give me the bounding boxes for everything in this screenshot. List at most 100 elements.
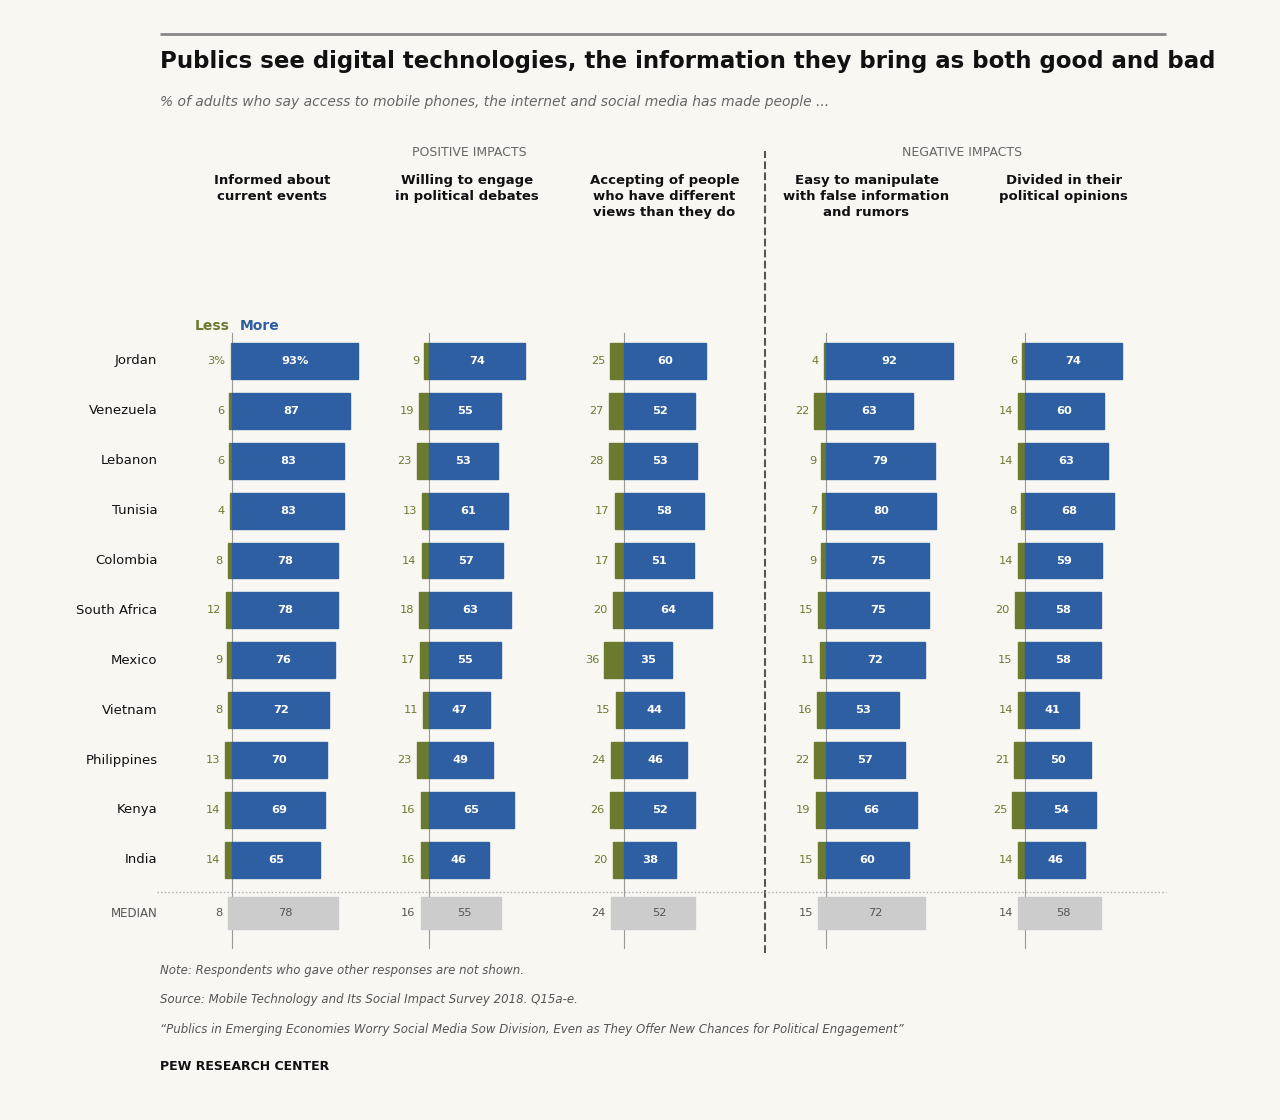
Bar: [623, 692, 685, 728]
Text: 69: 69: [271, 805, 287, 815]
Bar: [420, 592, 429, 628]
Text: 4: 4: [812, 356, 819, 366]
Bar: [623, 743, 687, 778]
Text: 55: 55: [457, 405, 472, 416]
Bar: [1025, 842, 1085, 878]
Bar: [1025, 792, 1096, 828]
Text: 9: 9: [809, 456, 817, 466]
Text: 63: 63: [861, 405, 877, 416]
Bar: [623, 643, 672, 679]
Bar: [1018, 442, 1025, 478]
Text: 28: 28: [589, 456, 603, 466]
Bar: [230, 343, 233, 379]
Text: NEGATIVE IMPACTS: NEGATIVE IMPACTS: [902, 146, 1023, 159]
Bar: [613, 592, 623, 628]
Text: 11: 11: [800, 655, 815, 665]
Bar: [233, 897, 338, 928]
Text: Informed about
current events: Informed about current events: [214, 174, 330, 203]
Text: 23: 23: [397, 755, 412, 765]
Text: 25: 25: [993, 805, 1007, 815]
Text: Divided in their
political opinions: Divided in their political opinions: [1000, 174, 1128, 203]
Bar: [233, 743, 326, 778]
Bar: [429, 542, 503, 578]
Text: 52: 52: [653, 908, 667, 918]
Bar: [814, 393, 826, 429]
Text: Easy to manipulate
with false information
and rumors: Easy to manipulate with false informatio…: [783, 174, 950, 218]
Text: 53: 53: [456, 456, 471, 466]
Text: 58: 58: [655, 505, 672, 515]
Text: 14: 14: [998, 706, 1012, 716]
Text: 7: 7: [810, 505, 817, 515]
Bar: [1025, 692, 1079, 728]
Text: 17: 17: [595, 505, 609, 515]
Text: 19: 19: [399, 405, 413, 416]
Text: Note: Respondents who gave other responses are not shown.: Note: Respondents who gave other respons…: [160, 964, 524, 978]
Text: 58: 58: [1055, 606, 1071, 615]
Bar: [225, 842, 233, 878]
Bar: [228, 643, 233, 679]
Text: 14: 14: [998, 556, 1012, 566]
Text: 49: 49: [453, 755, 468, 765]
Text: Philippines: Philippines: [86, 754, 157, 766]
Text: 47: 47: [452, 706, 467, 716]
Bar: [623, 592, 712, 628]
Text: 72: 72: [868, 655, 883, 665]
Bar: [613, 842, 623, 878]
Text: 75: 75: [870, 556, 886, 566]
Text: 8: 8: [215, 556, 223, 566]
Text: 60: 60: [657, 356, 673, 366]
Bar: [229, 393, 233, 429]
Bar: [429, 592, 511, 628]
Bar: [623, 897, 695, 928]
Bar: [429, 842, 489, 878]
Bar: [429, 897, 500, 928]
Bar: [614, 542, 623, 578]
Text: 14: 14: [998, 855, 1012, 865]
Bar: [422, 493, 429, 529]
Bar: [1021, 493, 1025, 529]
Text: 6: 6: [216, 405, 224, 416]
Text: 6: 6: [216, 456, 224, 466]
Bar: [609, 393, 623, 429]
Text: Kenya: Kenya: [116, 803, 157, 816]
Bar: [1018, 643, 1025, 679]
Text: 60: 60: [1056, 405, 1073, 416]
Text: 46: 46: [1047, 855, 1064, 865]
Bar: [822, 442, 826, 478]
Text: Willing to engage
in political debates: Willing to engage in political debates: [396, 174, 539, 203]
Bar: [1014, 743, 1025, 778]
Text: 9: 9: [412, 356, 419, 366]
Bar: [826, 692, 899, 728]
Bar: [818, 692, 826, 728]
Bar: [233, 393, 349, 429]
Text: 14: 14: [205, 805, 220, 815]
Text: 83: 83: [280, 505, 296, 515]
Bar: [429, 643, 500, 679]
Bar: [233, 842, 320, 878]
Bar: [616, 692, 623, 728]
Text: 53: 53: [855, 706, 870, 716]
Text: 78: 78: [278, 908, 292, 918]
Bar: [815, 792, 826, 828]
Text: 46: 46: [648, 755, 663, 765]
Text: 76: 76: [275, 655, 292, 665]
Bar: [229, 442, 233, 478]
Text: 27: 27: [590, 405, 604, 416]
Bar: [822, 493, 826, 529]
Text: 64: 64: [660, 606, 676, 615]
Bar: [611, 897, 623, 928]
Text: 68: 68: [1061, 505, 1078, 515]
Text: 52: 52: [652, 405, 667, 416]
Text: Source: Mobile Technology and Its Social Impact Survey 2018. Q15a-e.: Source: Mobile Technology and Its Social…: [160, 993, 577, 1007]
Text: 11: 11: [403, 706, 419, 716]
Text: 25: 25: [591, 356, 605, 366]
Text: 16: 16: [401, 908, 416, 918]
Text: 87: 87: [283, 405, 300, 416]
Text: 15: 15: [799, 606, 813, 615]
Bar: [233, 542, 338, 578]
Text: 65: 65: [463, 805, 479, 815]
Text: 12: 12: [206, 606, 220, 615]
Bar: [429, 493, 508, 529]
Bar: [429, 393, 500, 429]
Text: 16: 16: [401, 855, 416, 865]
